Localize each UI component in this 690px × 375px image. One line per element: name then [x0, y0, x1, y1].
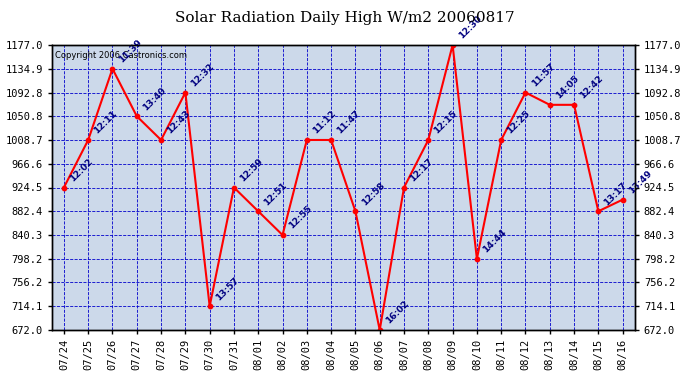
Point [569, 102, 580, 108]
Point [83, 137, 94, 143]
Text: Solar Radiation Daily High W/m2 20060817: Solar Radiation Daily High W/m2 20060817 [175, 11, 515, 25]
Point [447, 42, 458, 48]
Text: 12:58: 12:58 [359, 180, 386, 207]
Text: 13:17: 13:17 [602, 180, 629, 207]
Point [495, 137, 506, 143]
Text: 11:12: 11:12 [311, 109, 337, 136]
Point [350, 208, 361, 214]
Text: 12:11: 12:11 [92, 109, 119, 136]
Text: 11:39: 11:39 [117, 38, 144, 64]
Text: 11:57: 11:57 [530, 62, 556, 88]
Point [374, 327, 385, 333]
Point [471, 256, 482, 262]
Point [326, 137, 337, 143]
Point [302, 137, 313, 143]
Text: 11:47: 11:47 [335, 109, 362, 136]
Text: 12:25: 12:25 [505, 109, 532, 136]
Point [180, 90, 191, 96]
Text: 12:02: 12:02 [68, 157, 95, 183]
Point [520, 90, 531, 96]
Text: 14:44: 14:44 [481, 228, 508, 255]
Point [593, 208, 604, 214]
Point [617, 196, 628, 202]
Point [423, 137, 434, 143]
Point [107, 66, 118, 72]
Point [155, 137, 166, 143]
Text: 14:05: 14:05 [554, 74, 580, 100]
Point [399, 184, 410, 190]
Point [59, 184, 70, 190]
Text: 13:40: 13:40 [141, 86, 168, 112]
Text: 12:15: 12:15 [433, 109, 459, 136]
Text: 12:32: 12:32 [190, 62, 216, 88]
Point [228, 184, 239, 190]
Text: 12:51: 12:51 [262, 180, 289, 207]
Text: 16:02: 16:02 [384, 299, 411, 326]
Text: 12:17: 12:17 [408, 157, 435, 183]
Text: 13:49: 13:49 [627, 169, 653, 195]
Text: 12:55: 12:55 [287, 204, 313, 231]
Point [253, 208, 264, 214]
Text: 13:57: 13:57 [214, 275, 241, 302]
Text: 12:42: 12:42 [578, 74, 605, 100]
Point [204, 303, 215, 309]
Point [131, 113, 142, 119]
Text: 12:30: 12:30 [457, 14, 483, 41]
Text: 12:43: 12:43 [165, 109, 192, 136]
Point [277, 232, 288, 238]
Text: 12:59: 12:59 [238, 157, 265, 183]
Point [544, 102, 555, 108]
Text: Copyright 2006 Castronics.com: Copyright 2006 Castronics.com [55, 51, 187, 60]
